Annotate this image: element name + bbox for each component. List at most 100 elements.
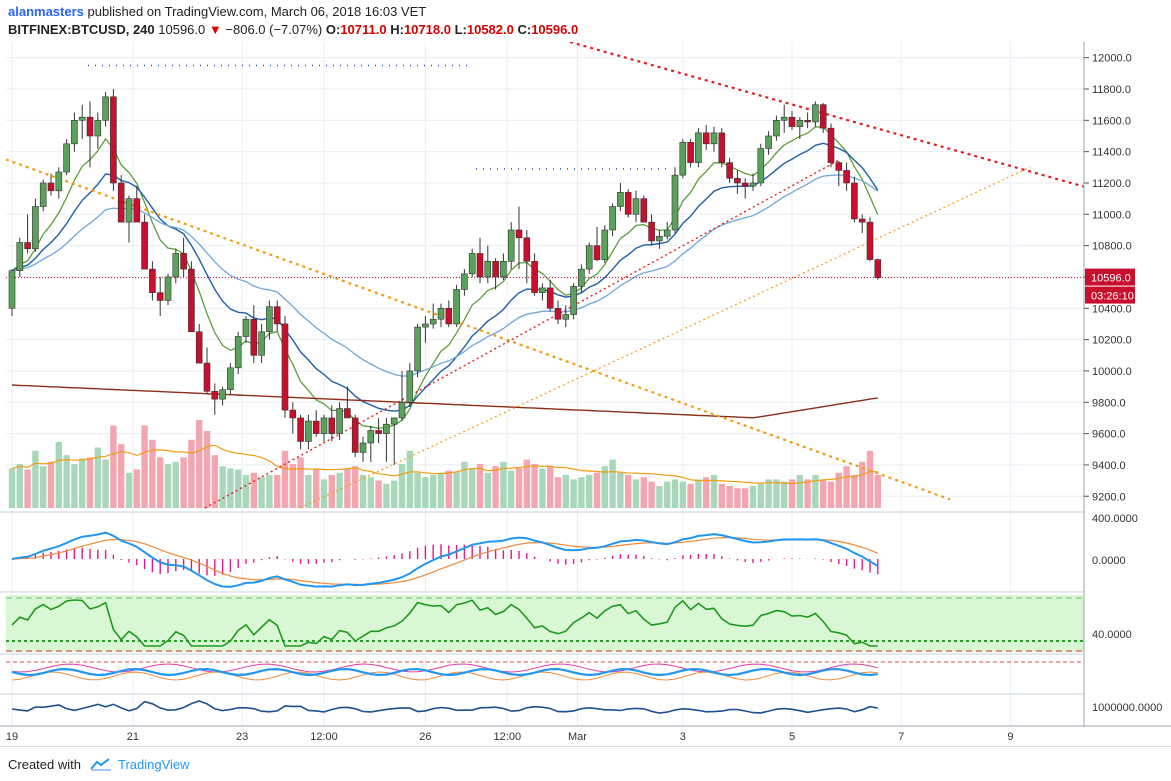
volume-bar bbox=[570, 479, 577, 508]
volume-bar bbox=[476, 464, 484, 508]
volume-bar bbox=[344, 468, 351, 508]
candle-body bbox=[484, 260, 492, 278]
candle-body bbox=[203, 362, 211, 392]
symbol-label: BITFINEX:BTCUSD, 240 bbox=[8, 22, 155, 37]
price-tick-label: 11200.0 bbox=[1092, 178, 1131, 190]
volume-bar bbox=[289, 464, 296, 508]
candle-body bbox=[632, 198, 640, 215]
candle-body bbox=[476, 253, 484, 278]
candle-body bbox=[734, 177, 741, 184]
candle-body bbox=[531, 260, 538, 293]
candle-body bbox=[578, 268, 585, 287]
volume-bar bbox=[554, 477, 562, 508]
tradingview-logo-icon[interactable] bbox=[90, 757, 112, 771]
candle-body bbox=[671, 174, 679, 231]
candle-body bbox=[63, 143, 70, 173]
tradingview-link[interactable]: TradingView bbox=[118, 757, 190, 772]
candle-body bbox=[437, 307, 445, 320]
volume-bar bbox=[313, 468, 320, 508]
sma-long-line bbox=[11, 384, 878, 419]
candle-body bbox=[710, 132, 718, 145]
volume-bar bbox=[749, 486, 757, 508]
author-name[interactable]: alanmasters bbox=[8, 4, 84, 19]
price-tick-label: 9600.0 bbox=[1092, 429, 1126, 441]
candle-body bbox=[804, 120, 811, 123]
candle-body bbox=[78, 116, 86, 121]
candle-body bbox=[570, 286, 577, 315]
volume-bar bbox=[125, 472, 133, 508]
candle-body bbox=[788, 116, 796, 127]
volume-bar bbox=[609, 459, 616, 508]
volume-bar bbox=[843, 466, 850, 508]
volume-bar bbox=[32, 450, 39, 508]
price-tick-label: 11000.0 bbox=[1092, 209, 1131, 221]
candle-body bbox=[507, 229, 515, 262]
volume-bar bbox=[547, 466, 554, 508]
created-with-text: Created with bbox=[8, 757, 81, 772]
candle-body bbox=[305, 420, 312, 442]
candle-body bbox=[141, 221, 148, 270]
volume-bar bbox=[55, 442, 62, 508]
price-tick-label: 9400.0 bbox=[1092, 460, 1126, 472]
volume-bar bbox=[164, 464, 172, 508]
volume-bar bbox=[593, 472, 601, 508]
price-chart[interactable]: 12000.0 11800.0 11600.0 11400.0 11200.0 11000… bbox=[0, 42, 1171, 746]
candle-body bbox=[523, 237, 531, 262]
volume-bar bbox=[726, 486, 733, 508]
candle-body bbox=[250, 318, 258, 356]
close-label: C: bbox=[517, 22, 532, 37]
volume-bar bbox=[515, 468, 523, 508]
candle-body bbox=[328, 417, 336, 434]
volume-bar bbox=[375, 480, 382, 508]
candle-body bbox=[16, 242, 24, 271]
volume-bar bbox=[632, 479, 640, 508]
volume-bar bbox=[203, 431, 211, 508]
rsi-axis-label: 40.0000 bbox=[1092, 629, 1132, 641]
volume-bar bbox=[827, 481, 835, 508]
candle-body bbox=[414, 326, 421, 372]
candle-body bbox=[133, 198, 141, 223]
candle-body bbox=[858, 218, 866, 223]
volume-bar bbox=[679, 481, 686, 508]
candle-body bbox=[812, 104, 819, 123]
candle-body bbox=[32, 206, 39, 250]
stoch-k-line bbox=[11, 663, 878, 673]
candle-body bbox=[702, 132, 710, 145]
candle-body bbox=[687, 141, 694, 163]
volume-bar bbox=[367, 477, 374, 508]
candlestick-series bbox=[8, 88, 882, 465]
countdown-tag bbox=[1085, 286, 1135, 304]
volume-bar bbox=[835, 472, 842, 508]
candle-body bbox=[726, 162, 733, 179]
price-tick-label: 9200.0 bbox=[1092, 491, 1126, 503]
volume-bar bbox=[539, 468, 546, 508]
candle-body bbox=[47, 182, 55, 192]
volume-bar bbox=[8, 468, 16, 508]
volume-bar bbox=[484, 472, 491, 508]
footer: Created with TradingView bbox=[0, 746, 1171, 781]
volume-bar bbox=[336, 472, 343, 508]
candle-body bbox=[312, 420, 320, 434]
candle-body bbox=[273, 306, 281, 325]
trend-line-up-red bbox=[204, 158, 841, 509]
candle-body bbox=[94, 120, 102, 137]
volume-bar bbox=[788, 479, 796, 508]
time-tick-label: 3 bbox=[680, 731, 686, 743]
volume-bar bbox=[851, 475, 858, 508]
volume-bar bbox=[274, 475, 281, 508]
publish-line: alanmasters published on TradingView.com… bbox=[8, 4, 426, 19]
candle-body bbox=[718, 132, 726, 163]
volume-bar bbox=[812, 475, 819, 508]
volume-bar bbox=[86, 457, 94, 508]
volume-bar bbox=[406, 450, 413, 508]
candle-body bbox=[336, 408, 343, 434]
candle-body bbox=[180, 253, 187, 270]
volume-bar bbox=[180, 457, 187, 508]
volume-bar bbox=[414, 472, 421, 508]
candle-body bbox=[55, 171, 63, 192]
open-label: O: bbox=[325, 22, 341, 37]
candle-body bbox=[749, 182, 757, 187]
candle-body bbox=[234, 336, 242, 369]
candle-body bbox=[156, 292, 164, 301]
volume-bar bbox=[118, 444, 125, 508]
